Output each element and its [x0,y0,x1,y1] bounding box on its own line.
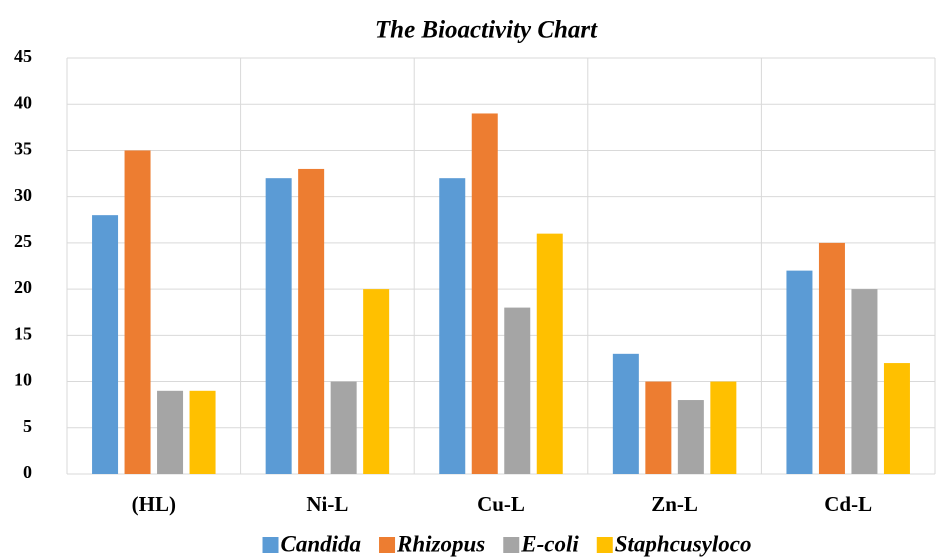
bar [818,242,845,474]
bar [786,270,813,474]
chart-title: The Bioactivity Chart [375,17,598,44]
legend-swatch [262,537,279,553]
legend-label: E-coli [520,531,579,556]
y-tick-label: 20 [14,277,32,297]
x-tick-label: Cu-L [477,492,525,516]
bar [677,400,704,474]
bar [536,233,563,474]
y-tick-label: 5 [23,416,32,436]
bar [612,353,639,474]
bar [645,381,672,474]
x-tick-label: (HL) [132,492,176,516]
legend-label: Candida [281,531,362,556]
bar [439,178,466,474]
bar [851,289,878,474]
legend-swatch [379,537,396,553]
y-tick-label: 0 [23,462,32,482]
bar [157,390,184,474]
legend-swatch [596,537,613,553]
legend-swatch [503,537,520,553]
bar [471,113,498,474]
y-tick-label: 10 [14,370,32,390]
bar [330,381,357,474]
bar [883,363,910,474]
bar [298,168,325,474]
bar [504,307,531,474]
y-tick-label: 15 [14,323,32,343]
y-tick-label: 25 [14,231,32,251]
bar [710,381,737,474]
bar [363,289,390,474]
bar [92,215,119,474]
y-tick-label: 40 [14,92,32,112]
y-tick-label: 30 [14,185,32,205]
x-tick-label: Ni-L [306,492,348,516]
y-tick-label: 45 [14,46,32,66]
legend-label: Rhizopus [396,531,485,556]
x-tick-label: Cd-L [824,492,872,516]
bar [189,390,216,474]
y-tick-label: 35 [14,139,32,159]
bar [265,178,292,474]
x-tick-label: Zn-L [651,492,698,516]
bar [124,150,151,474]
legend-label: Staphcusyloco [615,531,752,556]
